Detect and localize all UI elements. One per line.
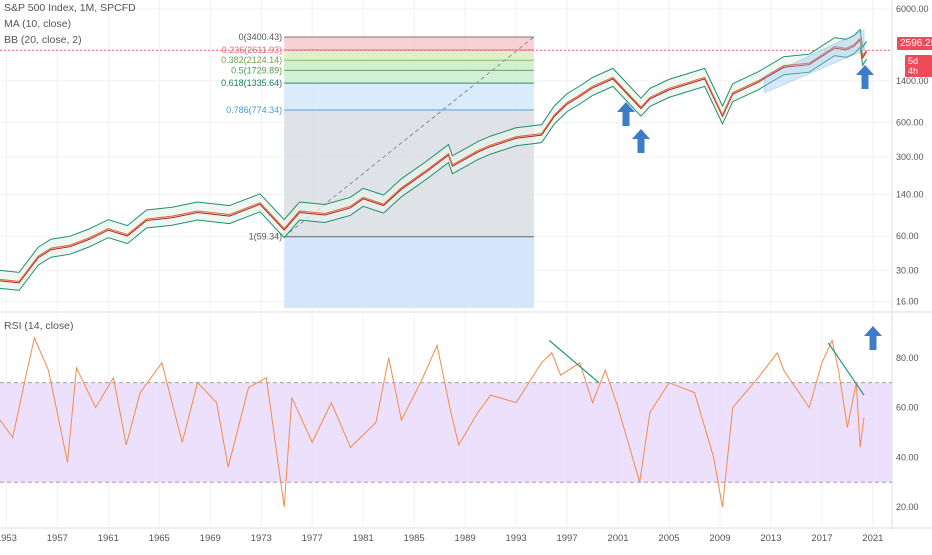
up-arrow-2001: [617, 102, 635, 126]
fib-level-label: 0.5(1729.89): [231, 65, 282, 75]
bollinger-fill: [0, 29, 867, 291]
legend-title[interactable]: S&P 500 Index, 1M, SPCFD: [4, 2, 136, 14]
price-axis-label: 600.00: [896, 118, 924, 128]
time-axis-label: 1969: [200, 533, 221, 544]
price-axis-label: 60.00: [896, 231, 919, 241]
fib-level-label: 0.236(2611.93): [222, 45, 282, 55]
rsi-axis-label: 40.00: [896, 452, 919, 462]
fib-level-label: 0(3400.43): [239, 32, 283, 42]
price-axis-label: 300.00: [896, 152, 924, 162]
time-axis-label: 1973: [251, 533, 272, 544]
rsi-axis-label: 20.00: [896, 502, 919, 512]
price-axis-label: 6000.00: [896, 4, 929, 14]
rsi-trendline: [827, 342, 865, 396]
legend-rsi[interactable]: RSI (14, close): [4, 320, 74, 332]
time-axis-label: 1977: [302, 533, 323, 544]
price-axis-label: 30.00: [896, 265, 919, 275]
fib-zone: [284, 70, 534, 84]
rsi-band: [0, 382, 892, 483]
price-axis-label: 140.00: [896, 189, 924, 199]
time-axis-label: 2005: [658, 533, 679, 544]
trend-channel: [764, 29, 865, 94]
rsi-axis-label: 80.00: [896, 353, 919, 363]
fib-extension-zone: [284, 236, 534, 308]
last-price-tag: 2596.25: [897, 37, 932, 50]
fib-level-label: 1(59.34): [249, 232, 283, 242]
fib-level-label: 0.786(774.34): [226, 105, 282, 115]
time-axis-label: 1993: [506, 533, 527, 544]
up-arrow-2020: [856, 65, 874, 89]
rsi-axis-label: 60.00: [896, 403, 919, 413]
fib-zone: [284, 83, 534, 110]
time-axis-label: 1985: [404, 533, 425, 544]
bar-countdown-tag: 5d 4h: [905, 55, 932, 77]
time-axis-label: 2021: [862, 533, 883, 544]
fib-zone: [284, 60, 534, 71]
bollinger-upper: [0, 28, 867, 273]
legend-ma[interactable]: MA (10, close): [4, 18, 72, 30]
price-line: [0, 37, 867, 282]
time-axis-label: 2013: [760, 533, 781, 544]
legend-rsi-panel: RSI (14, close): [4, 318, 73, 334]
rsi-trendline: [548, 339, 600, 384]
arrow-shape: [864, 326, 882, 350]
fib-zone: [284, 49, 534, 61]
bollinger-lower: [0, 46, 867, 291]
price-axis-label: 16.00: [896, 296, 919, 306]
arrow-shape: [617, 102, 635, 126]
fib-level-label: 0.382(2124.14): [221, 55, 282, 65]
fib-zone: [284, 36, 534, 50]
up-arrow-rsi: [864, 326, 882, 350]
moving-average-line: [0, 38, 867, 284]
time-axis-label: 1953: [0, 533, 17, 544]
time-axis-label: 1981: [353, 533, 374, 544]
legend-bb[interactable]: BB (20, close, 2): [4, 34, 82, 46]
time-axis-label: 1961: [98, 533, 119, 544]
time-axis-label: 1965: [149, 533, 170, 544]
rsi-line: [0, 336, 865, 508]
time-axis-label: 2017: [811, 533, 832, 544]
price-axis-label: 1400.00: [896, 76, 929, 86]
time-axis-label: 1957: [47, 533, 68, 544]
time-axis-label: 2009: [709, 533, 730, 544]
fib-level-label: 0.618(1335.64): [221, 78, 282, 88]
legend-main: S&P 500 Index, 1M, SPCFD MA (10, close) …: [4, 0, 136, 48]
up-arrow-2003: [632, 129, 650, 153]
fib-trend-line: [283, 36, 535, 238]
time-axis-label: 1997: [556, 533, 577, 544]
time-axis-label: 2001: [607, 533, 628, 544]
arrow-shape: [856, 65, 874, 89]
arrow-shape: [632, 129, 650, 153]
time-axis-label: 1989: [455, 533, 476, 544]
